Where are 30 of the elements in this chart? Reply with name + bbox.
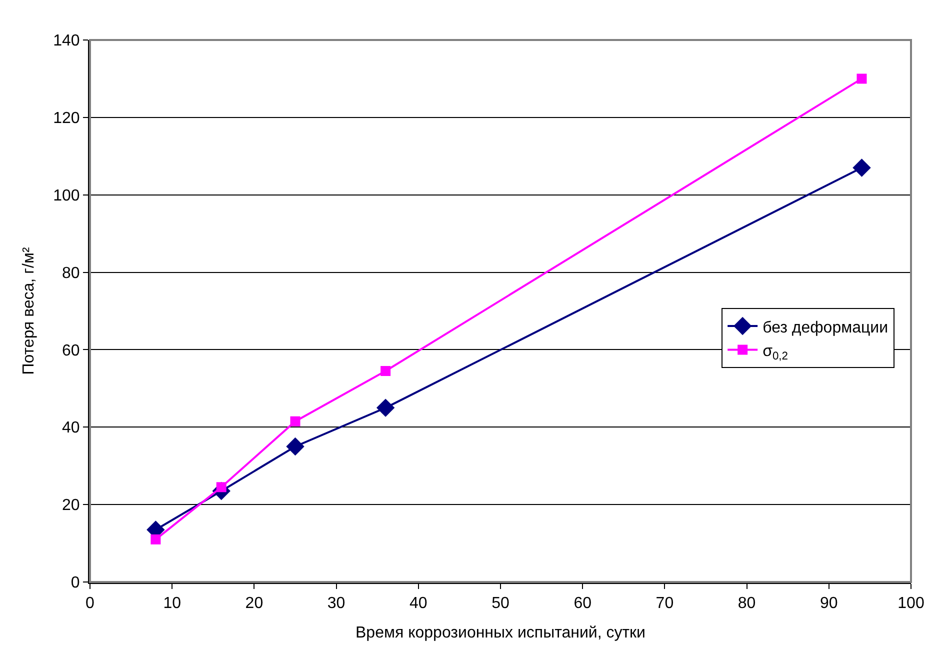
x-tick-label: 50	[492, 595, 510, 612]
y-tick-label: 20	[62, 497, 80, 514]
y-tick-label: 100	[53, 187, 80, 204]
y-tick-label: 60	[62, 342, 80, 360]
y-tick-label: 80	[62, 264, 80, 282]
y-axis-title: Потеря веса, г/м²	[20, 246, 38, 375]
point	[852, 158, 871, 177]
y-tick-label: 0	[70, 574, 80, 592]
y-tick-label: 120	[53, 110, 80, 128]
point	[856, 74, 867, 84]
point	[376, 398, 395, 417]
x-tick-label: 60	[574, 595, 592, 612]
x-tick-label: 10	[163, 595, 182, 612]
x-tick-label: 70	[656, 595, 674, 612]
x-tick-label: 40	[410, 595, 428, 612]
x-tick-label: 100	[898, 595, 924, 612]
x-tick-label: 0	[86, 595, 95, 612]
x-axis-title: Время коррозионных испытаний, сутки	[356, 624, 646, 642]
x-tick-label: 30	[327, 595, 346, 612]
point	[150, 534, 161, 544]
legend-label: без деформации	[762, 319, 888, 336]
point	[290, 416, 300, 426]
x-tick-label: 80	[738, 595, 756, 612]
x-tick-label: 20	[245, 595, 264, 612]
point	[380, 366, 391, 376]
legend-label: σ$_{0,2}$	[762, 343, 788, 362]
x-tick-label: 90	[820, 595, 838, 612]
y-tick-label: 140	[53, 32, 80, 50]
point	[286, 437, 304, 456]
y-tick-label: 40	[62, 420, 80, 437]
